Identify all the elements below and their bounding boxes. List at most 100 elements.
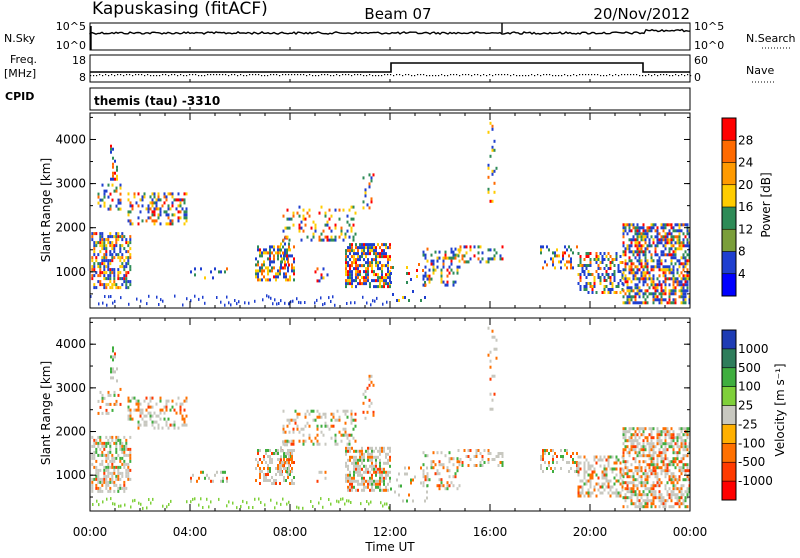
backscatter-cell xyxy=(646,229,649,233)
backscatter-cell xyxy=(666,253,669,257)
backscatter-cell xyxy=(662,292,665,296)
backscatter-cell xyxy=(348,439,351,443)
backscatter-cell xyxy=(686,244,689,248)
backscatter-cell xyxy=(658,481,661,485)
backscatter-cell xyxy=(650,505,653,509)
backscatter-cell xyxy=(105,238,108,242)
nave-dot xyxy=(369,74,371,76)
backscatter-cell xyxy=(302,217,305,221)
xtick-label: 08:00 xyxy=(273,525,308,539)
backscatter-cell xyxy=(619,482,622,486)
backscatter-cell xyxy=(666,265,669,269)
backscatter-cell xyxy=(591,476,594,480)
backscatter-cell xyxy=(628,265,631,269)
backscatter-cell xyxy=(652,457,655,461)
backscatter-cell xyxy=(493,257,496,261)
backscatter-cell xyxy=(259,470,261,473)
backscatter-cell xyxy=(367,449,369,453)
ground-scatter-cell xyxy=(296,297,298,301)
backscatter-cell xyxy=(328,226,331,230)
backscatter-cell xyxy=(269,257,271,261)
backscatter-cell xyxy=(432,466,435,470)
backscatter-cell xyxy=(194,267,196,271)
backscatter-cell xyxy=(634,250,637,254)
backscatter-cell xyxy=(107,283,110,287)
backscatter-cell xyxy=(634,226,637,230)
backscatter-cell xyxy=(101,489,104,493)
backscatter-cell xyxy=(458,250,461,254)
backscatter-cell xyxy=(139,210,142,214)
nave-dot xyxy=(159,75,161,77)
backscatter-cell xyxy=(544,452,546,455)
backscatter-cell xyxy=(680,487,683,491)
backscatter-cell xyxy=(658,433,661,437)
backscatter-cell xyxy=(465,251,468,255)
backscatter-cell xyxy=(298,412,301,416)
backscatter-cell xyxy=(310,409,313,413)
backscatter-cell xyxy=(442,256,445,260)
backscatter-cell xyxy=(375,458,377,462)
backscatter-cell xyxy=(658,439,661,443)
backscatter-cell xyxy=(682,289,685,293)
backscatter-cell xyxy=(660,226,663,230)
nave-dot xyxy=(333,75,335,77)
backscatter-cell xyxy=(109,280,112,284)
backscatter-cell xyxy=(165,402,168,406)
backscatter-cell xyxy=(379,446,381,450)
backscatter-cell xyxy=(634,460,637,464)
backscatter-cell xyxy=(366,386,369,390)
backscatter-cell xyxy=(638,286,641,290)
nave-dot xyxy=(345,74,347,76)
backscatter-cell xyxy=(105,259,108,263)
backscatter-cell xyxy=(93,477,96,481)
backscatter-cell xyxy=(379,479,381,483)
backscatter-cell xyxy=(355,270,357,274)
backscatter-cell xyxy=(173,213,176,217)
backscatter-cell xyxy=(638,454,641,458)
backscatter-cell xyxy=(294,409,297,413)
backscatter-cell xyxy=(493,181,496,185)
backscatter-cell xyxy=(638,493,641,497)
backscatter-cell xyxy=(101,441,104,445)
backscatter-cell xyxy=(640,250,643,254)
backscatter-cell xyxy=(426,274,429,278)
backscatter-cell xyxy=(636,226,639,230)
backscatter-cell xyxy=(642,271,645,275)
backscatter-cell xyxy=(672,280,675,284)
backscatter-cell xyxy=(367,243,369,247)
backscatter-cell xyxy=(546,449,548,452)
nave-dot xyxy=(138,74,140,76)
nave-dot xyxy=(132,75,134,77)
backscatter-cell xyxy=(680,292,683,296)
backscatter-cell xyxy=(383,476,385,480)
backscatter-cell xyxy=(424,454,427,458)
ground-scatter-cell xyxy=(148,498,150,501)
backscatter-cell xyxy=(121,265,124,269)
backscatter-cell xyxy=(375,464,377,468)
backscatter-cell xyxy=(684,505,687,509)
backscatter-cell xyxy=(640,466,643,470)
backscatter-cell xyxy=(157,192,160,196)
backscatter-cell xyxy=(121,444,124,448)
nave-dot xyxy=(612,75,614,77)
backscatter-cell xyxy=(145,414,148,418)
backscatter-cell xyxy=(163,417,166,421)
backscatter-cell xyxy=(259,269,261,273)
backscatter-cell xyxy=(650,226,653,230)
backscatter-cell xyxy=(111,459,114,463)
backscatter-cell xyxy=(540,458,542,461)
backscatter-cell xyxy=(346,442,349,446)
backscatter-cell xyxy=(686,259,689,263)
backscatter-cell xyxy=(668,265,671,269)
backscatter-cell xyxy=(357,464,359,468)
backscatter-cell xyxy=(583,473,586,477)
backscatter-cell xyxy=(572,452,574,455)
backscatter-cell xyxy=(611,258,614,261)
backscatter-cell xyxy=(292,418,295,422)
backscatter-cell xyxy=(275,272,277,276)
backscatter-cell xyxy=(353,279,355,283)
backscatter-cell xyxy=(583,470,586,474)
backscatter-cell xyxy=(129,256,132,260)
backscatter-cell xyxy=(117,435,120,439)
backscatter-cell xyxy=(548,464,550,467)
